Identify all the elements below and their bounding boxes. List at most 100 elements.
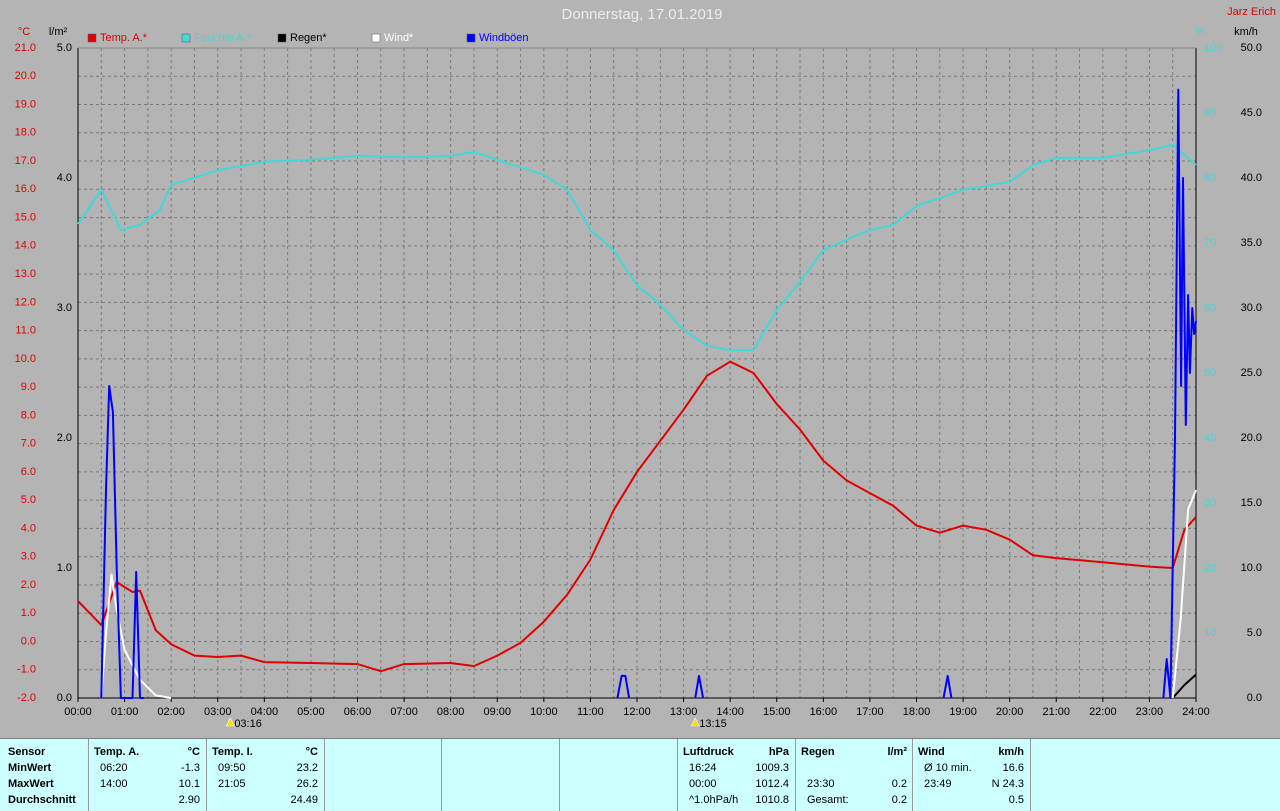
x-tick-label: 16:00 <box>810 706 838 718</box>
author: Jarz Erich <box>1227 6 1276 18</box>
group-unit: km/h <box>998 746 1024 758</box>
legend-swatch <box>371 33 381 43</box>
series-line <box>100 88 1197 699</box>
y-tick-label: 2.0 <box>21 579 36 591</box>
annotation-label: 03:16 <box>234 718 262 730</box>
cell-label: Ø 10 min. <box>924 762 972 774</box>
cell-value: N 24.3 <box>991 778 1024 790</box>
y-tick-label: -1.0 <box>17 664 36 676</box>
x-tick-label: 15:00 <box>763 706 791 718</box>
legend-swatch <box>277 33 287 43</box>
x-tick-label: 23:00 <box>1136 706 1164 718</box>
group-unit: l/m² <box>887 746 907 758</box>
y-tick-label: 14.0 <box>15 240 36 252</box>
y3-axis-unit: % <box>1195 26 1205 38</box>
y4-tick-label: 0.0 <box>1247 692 1262 704</box>
annotation-icon <box>225 717 235 727</box>
y2-tick-label: 1.0 <box>57 562 72 574</box>
y-tick-label: 7.0 <box>21 438 36 450</box>
y2-tick-label: 5.0 <box>57 42 72 54</box>
y4-tick-label: 5.0 <box>1247 627 1262 639</box>
y2-axis-unit: l/m² <box>49 26 68 38</box>
y3-tick-label: 100 <box>1204 42 1222 54</box>
table-separator <box>1030 739 1031 811</box>
table-separator <box>912 739 913 811</box>
x-tick-label: 08:00 <box>437 706 465 718</box>
cell-value: 0.5 <box>1008 794 1024 806</box>
x-tick-label: 21:00 <box>1042 706 1070 718</box>
x-tick-label: 14:00 <box>716 706 744 718</box>
cell-label: Gesamt: <box>807 794 849 806</box>
x-tick-label: 07:00 <box>390 706 418 718</box>
legend-label: Temp. A.* <box>100 32 148 44</box>
cell-label: 16:24 <box>689 762 717 774</box>
group-name: Regen <box>801 746 835 758</box>
table-separator <box>559 739 560 811</box>
cell-label: 23:49 <box>924 778 952 790</box>
y-tick-label: 5.0 <box>21 494 36 506</box>
group-name: Wind <box>918 746 945 758</box>
group-unit: °C <box>305 746 318 758</box>
y-tick-label: 17.0 <box>15 155 36 167</box>
legend-swatch <box>87 33 97 43</box>
y4-tick-label: 50.0 <box>1241 42 1262 54</box>
stats-table: Sensor MinWert MaxWert Durchschnitt Temp. A.… <box>0 738 1280 811</box>
x-tick-label: 02:00 <box>157 706 185 718</box>
x-tick-label: 22:00 <box>1089 706 1117 718</box>
y-tick-label: 13.0 <box>15 268 36 280</box>
x-tick-label: 18:00 <box>903 706 931 718</box>
series-line <box>77 360 1197 673</box>
legend-label: Windböen <box>479 32 529 44</box>
cell-value: 26.2 <box>296 778 318 790</box>
x-tick-label: 20:00 <box>996 706 1024 718</box>
y-tick-label: 10.0 <box>15 353 36 365</box>
x-tick-label: 05:00 <box>297 706 325 718</box>
table-separator <box>206 739 207 811</box>
cell-value: 0.2 <box>891 794 907 806</box>
y4-tick-label: 25.0 <box>1241 367 1262 379</box>
y-tick-label: 18.0 <box>15 127 36 139</box>
row-label: MaxWert <box>8 778 54 790</box>
table-separator <box>441 739 442 811</box>
chart: Donnerstag, 17.01.2019 Jarz Erich °C l/m… <box>0 0 1280 736</box>
y-tick-label: 6.0 <box>21 466 36 478</box>
chart-title: Donnerstag, 17.01.2019 <box>562 6 723 23</box>
cell-label: 06:20 <box>100 762 128 774</box>
y4-axis-unit: km/h <box>1234 26 1258 38</box>
y-tick-label: 12.0 <box>15 296 36 308</box>
x-tick-label: 13:00 <box>670 706 698 718</box>
x-tick-label: 11:00 <box>577 706 604 718</box>
cell-label: 14:00 <box>100 778 128 790</box>
legend-label: Regen* <box>290 32 327 44</box>
group-name: Temp. A. <box>94 746 140 758</box>
cell-value: 1009.3 <box>755 762 789 774</box>
x-tick-label: 03:00 <box>204 706 232 718</box>
legend-label: Feuchte A.* <box>194 32 252 44</box>
y4-tick-label: 45.0 <box>1241 107 1262 119</box>
y-tick-label: 1.0 <box>21 607 36 619</box>
y4-tick-label: 35.0 <box>1241 237 1262 249</box>
group-name: Luftdruck <box>683 746 734 758</box>
y3-tick-label: 20 <box>1204 562 1216 574</box>
background <box>0 0 1280 736</box>
group-unit: hPa <box>768 746 789 758</box>
x-tick-label: 06:00 <box>344 706 372 718</box>
cell-value: 0.2 <box>891 778 907 790</box>
y2-tick-label: 3.0 <box>57 302 72 314</box>
y-tick-label: 3.0 <box>21 551 36 563</box>
y2-tick-label: 0.0 <box>57 692 72 704</box>
y4-tick-label: 30.0 <box>1241 302 1262 314</box>
y2-tick-label: 4.0 <box>57 172 72 184</box>
y3-tick-label: 60 <box>1204 302 1216 314</box>
x-tick-label: 00:00 <box>64 706 92 718</box>
table-separator <box>324 739 325 811</box>
y3-tick-label: 30 <box>1204 497 1216 509</box>
y-tick-label: 20.0 <box>15 70 36 82</box>
annotation-label: 13:15 <box>699 718 727 730</box>
y2-tick-label: 2.0 <box>57 432 72 444</box>
x-tick-label: 09:00 <box>483 706 511 718</box>
y4-tick-label: 20.0 <box>1241 432 1262 444</box>
y-tick-label: 8.0 <box>21 409 36 421</box>
legend-swatch <box>466 33 476 43</box>
y-tick-label: 0.0 <box>21 635 36 647</box>
